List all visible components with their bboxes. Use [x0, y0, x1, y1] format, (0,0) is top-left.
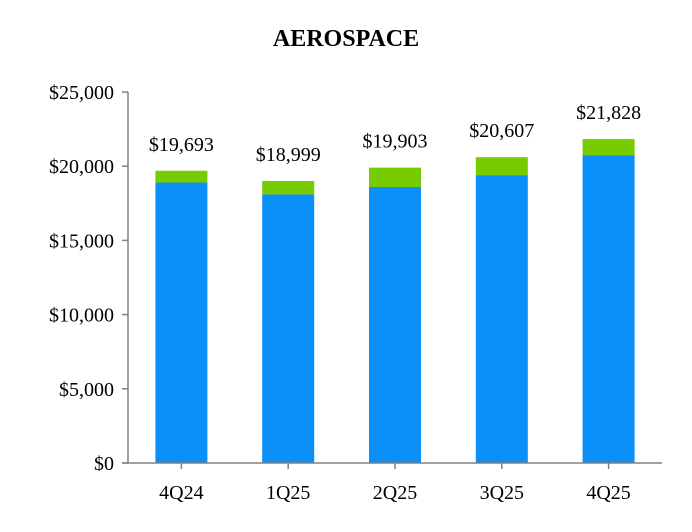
bar-2q25-base — [369, 186, 421, 464]
data-label-4q24: $19,693 — [149, 134, 214, 156]
ytick-label-0: $0 — [94, 453, 114, 475]
bar-3q25-top — [475, 157, 528, 176]
bar-4q25-base — [582, 155, 635, 463]
data-label-2q25: $19,903 — [363, 131, 428, 153]
chart-title: AEROSPACE — [272, 26, 420, 52]
data-labels-layer: $19,693 $18,999 $19,903 $20,607 $21,828 — [149, 102, 641, 166]
bar-4q24-base — [155, 182, 208, 463]
bar-2q25-top — [369, 167, 421, 187]
xtick-label-4q24: 4Q24 — [159, 482, 203, 504]
bar-4q25-top — [582, 139, 635, 156]
bar-1q25-base — [262, 194, 315, 463]
bar-1q25-top — [262, 181, 315, 195]
ytick-label-5000: $5,000 — [59, 379, 114, 401]
ytick-label-15000: $15,000 — [49, 230, 114, 252]
xtick-label-2q25: 2Q25 — [373, 482, 417, 504]
bar-3q25-base — [475, 175, 528, 463]
xtick-label-4q25: 4Q25 — [586, 482, 630, 504]
ytick-label-20000: $20,000 — [49, 156, 114, 178]
xtick-label-1q25: 1Q25 — [266, 482, 310, 504]
bar-4q24-top — [155, 170, 208, 183]
axes-layer: 4Q24 1Q25 2Q25 3Q25 4Q25 $0 $5,000 $10,000 $15,0… — [49, 82, 662, 504]
xtick-label-3q25: 3Q25 — [480, 482, 524, 504]
ytick-label-25000: $25,000 — [49, 82, 114, 104]
bars-layer — [155, 139, 635, 464]
data-label-1q25: $18,999 — [256, 144, 321, 166]
ytick-label-10000: $10,000 — [49, 305, 114, 327]
data-label-3q25: $20,607 — [469, 120, 534, 142]
data-label-4q25: $21,828 — [576, 102, 641, 124]
